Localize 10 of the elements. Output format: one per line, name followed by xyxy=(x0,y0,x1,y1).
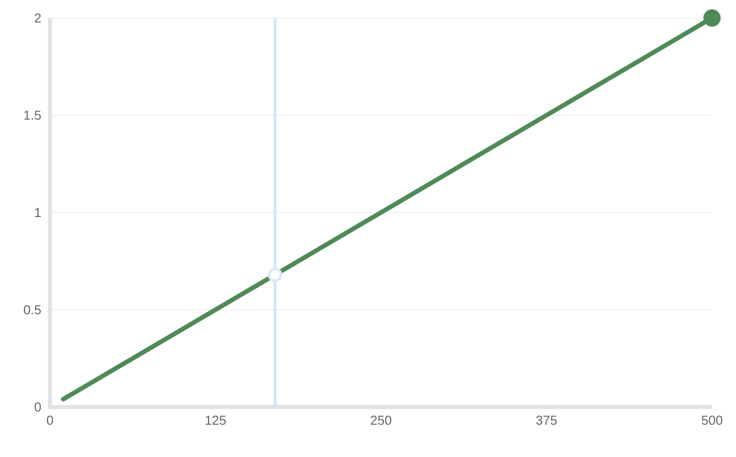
x-tick-label: 375 xyxy=(536,416,557,425)
y-tick-label: 2 xyxy=(34,13,41,23)
y-tick-label: 1.5 xyxy=(24,110,41,120)
y-tick-label: 0 xyxy=(34,402,41,412)
x-tick-label: 250 xyxy=(370,416,392,425)
x-tick-label: 0 xyxy=(46,416,54,425)
y-tick-label: 0.5 xyxy=(24,305,41,314)
x-tick-label: 500 xyxy=(702,416,722,425)
x-tick-label: 125 xyxy=(206,416,226,425)
y-tick-label: 1 xyxy=(35,208,41,217)
